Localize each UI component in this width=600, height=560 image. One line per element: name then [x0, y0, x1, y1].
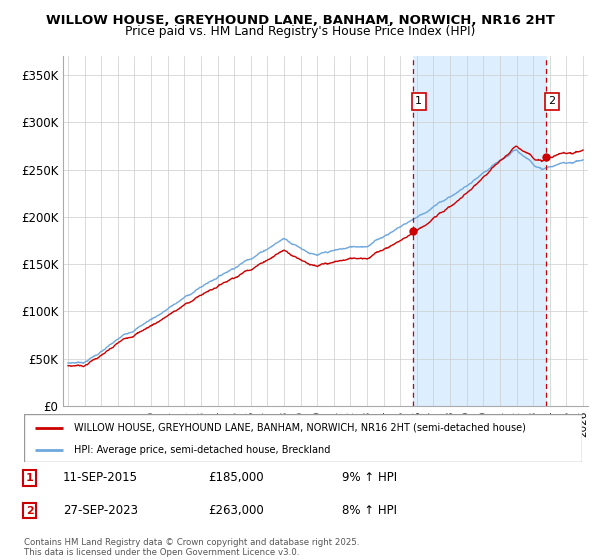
- Text: 2: 2: [26, 506, 34, 516]
- Text: £185,000: £185,000: [208, 471, 264, 484]
- Text: 8% ↑ HPI: 8% ↑ HPI: [342, 504, 397, 517]
- Text: 27-SEP-2023: 27-SEP-2023: [63, 504, 138, 517]
- Text: 9% ↑ HPI: 9% ↑ HPI: [342, 471, 397, 484]
- FancyBboxPatch shape: [24, 414, 582, 462]
- Text: WILLOW HOUSE, GREYHOUND LANE, BANHAM, NORWICH, NR16 2HT: WILLOW HOUSE, GREYHOUND LANE, BANHAM, NO…: [46, 14, 554, 27]
- Text: HPI: Average price, semi-detached house, Breckland: HPI: Average price, semi-detached house,…: [74, 445, 331, 455]
- Text: 2: 2: [548, 96, 555, 106]
- Text: £263,000: £263,000: [208, 504, 264, 517]
- Text: Contains HM Land Registry data © Crown copyright and database right 2025.
This d: Contains HM Land Registry data © Crown c…: [24, 538, 359, 557]
- Text: 1: 1: [415, 96, 422, 106]
- Text: 1: 1: [26, 473, 34, 483]
- Bar: [413, 56, 545, 406]
- Text: WILLOW HOUSE, GREYHOUND LANE, BANHAM, NORWICH, NR16 2HT (semi-detached house): WILLOW HOUSE, GREYHOUND LANE, BANHAM, NO…: [74, 423, 526, 433]
- Text: Price paid vs. HM Land Registry's House Price Index (HPI): Price paid vs. HM Land Registry's House …: [125, 25, 475, 38]
- Text: 11-SEP-2015: 11-SEP-2015: [63, 471, 138, 484]
